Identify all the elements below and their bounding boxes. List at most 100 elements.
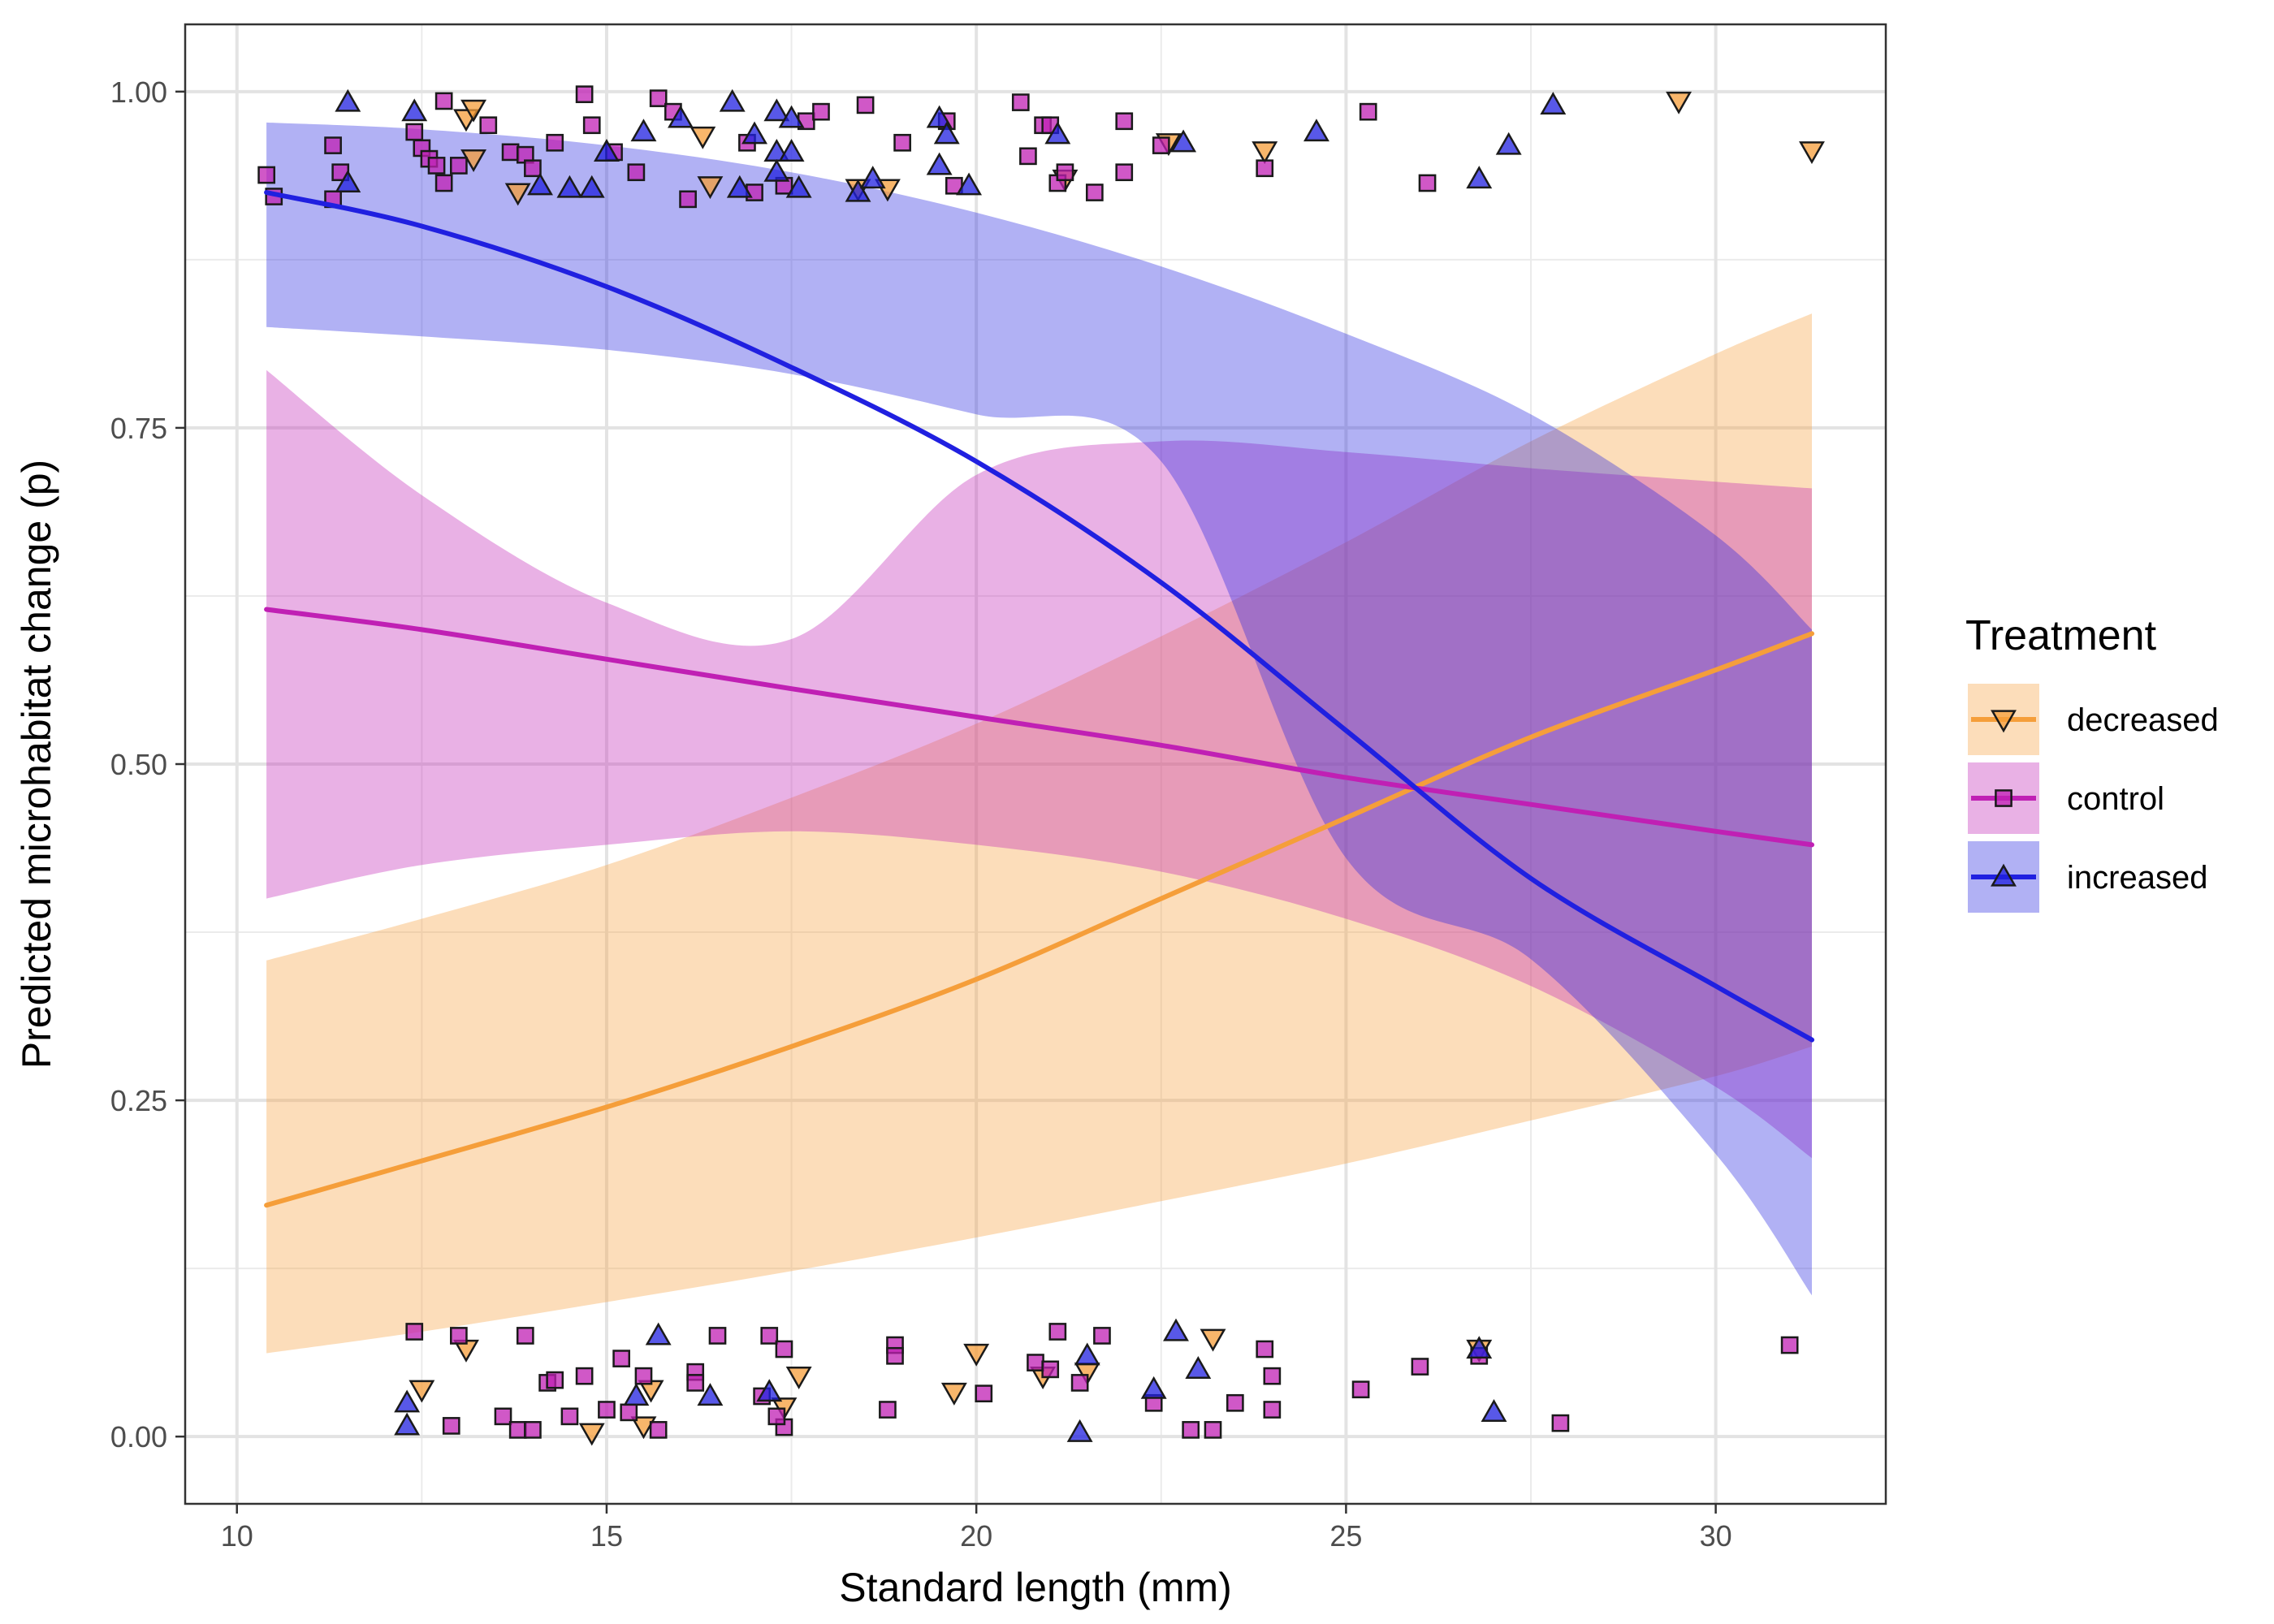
point-increased — [1466, 1336, 1493, 1359]
point-control — [582, 116, 601, 135]
point-control — [767, 1407, 786, 1426]
point-increased — [1170, 129, 1197, 153]
point-control — [1263, 1401, 1282, 1419]
legend-label-increased: increased — [2067, 860, 2207, 896]
point-control — [812, 102, 830, 121]
point-control — [686, 1374, 705, 1392]
point-control — [257, 166, 275, 184]
legend-marker-control — [1995, 789, 2012, 807]
point-increased — [401, 98, 428, 122]
point-increased — [1185, 1356, 1212, 1379]
point-control — [1093, 1327, 1111, 1345]
point-increased — [933, 121, 960, 145]
point-control — [1041, 1360, 1060, 1379]
point-control — [1019, 147, 1037, 166]
point-control — [501, 143, 520, 162]
point-control — [1070, 1374, 1089, 1392]
point-increased — [335, 89, 361, 112]
point-control — [760, 1327, 779, 1345]
point-increased — [394, 1389, 421, 1413]
point-control — [886, 1346, 904, 1365]
point-increased — [926, 105, 953, 128]
point-control — [1411, 1358, 1429, 1376]
point-increased — [1066, 1419, 1093, 1442]
point-control — [450, 157, 468, 175]
point-decreased — [690, 126, 716, 149]
point-decreased — [1200, 1328, 1226, 1352]
point-control — [442, 1417, 460, 1435]
point-increased — [859, 166, 886, 189]
point-increased — [726, 175, 753, 198]
point-control — [649, 89, 668, 107]
point-control — [627, 163, 646, 182]
point-increased — [956, 172, 983, 196]
point-decreased — [460, 99, 487, 123]
point-control — [775, 1340, 793, 1358]
point-control — [1226, 1393, 1244, 1412]
point-control — [634, 1367, 653, 1385]
point-control — [450, 1327, 468, 1345]
point-increased — [668, 105, 694, 128]
x-tick-label: 15 — [590, 1519, 623, 1553]
fit-line-control — [264, 607, 1814, 848]
ribbon-increased — [266, 122, 1813, 1296]
point-control — [1182, 1421, 1200, 1439]
point-decreased — [963, 1343, 990, 1367]
point-decreased — [1799, 141, 1825, 165]
point-control — [575, 85, 594, 103]
point-control — [524, 1421, 542, 1439]
point-control — [893, 133, 911, 152]
point-control — [575, 1367, 594, 1385]
y-tick-label: 0.00 — [110, 1420, 167, 1453]
point-increased — [763, 158, 790, 182]
point-increased — [394, 1412, 421, 1436]
point-increased — [578, 175, 605, 198]
point-control — [1351, 1380, 1370, 1399]
point-control — [524, 159, 542, 178]
point-increased — [623, 1383, 650, 1406]
point-control — [1204, 1421, 1222, 1439]
point-increased — [926, 152, 953, 175]
point-control — [479, 116, 498, 135]
point-control — [1263, 1367, 1282, 1385]
point-control — [494, 1407, 512, 1426]
point-control — [434, 92, 453, 110]
point-increased — [778, 139, 805, 162]
point-increased — [1163, 1318, 1189, 1341]
point-control — [405, 123, 424, 141]
point-increased — [527, 172, 553, 196]
point-control — [1011, 93, 1030, 111]
point-control — [598, 1401, 616, 1419]
legend-title: Treatment — [1965, 612, 2157, 659]
legend-marker-increased — [1991, 863, 2017, 887]
point-control — [427, 157, 446, 175]
point-control — [405, 1323, 424, 1341]
point-control — [879, 1401, 897, 1419]
point-control — [649, 1421, 668, 1439]
point-control — [1115, 112, 1134, 131]
y-tick-label: 0.25 — [110, 1084, 167, 1117]
y-axis-title: Predicted microhabitat change (p) — [14, 460, 59, 1069]
point-increased — [335, 170, 361, 193]
point-control — [975, 1384, 993, 1403]
point-increased — [763, 98, 790, 122]
x-tick-label: 25 — [1329, 1519, 1362, 1553]
point-increased — [1074, 1342, 1100, 1366]
point-increased — [593, 139, 620, 162]
x-axis-title: Standard length (mm) — [839, 1565, 1232, 1610]
point-control — [1085, 184, 1104, 201]
legend-marker-decreased — [1991, 710, 2017, 733]
point-control — [508, 1421, 527, 1439]
point-decreased — [697, 176, 724, 200]
point-decreased — [409, 1380, 435, 1403]
point-increased — [645, 1322, 672, 1345]
x-tick-label: 10 — [221, 1519, 253, 1553]
y-tick-label: 0.75 — [110, 412, 167, 445]
point-control — [1256, 1340, 1274, 1358]
point-control — [1115, 163, 1134, 182]
plot-panel — [184, 23, 1887, 1505]
point-decreased — [1252, 141, 1278, 165]
x-tick-label: 20 — [960, 1519, 992, 1553]
point-increased — [1303, 119, 1329, 142]
